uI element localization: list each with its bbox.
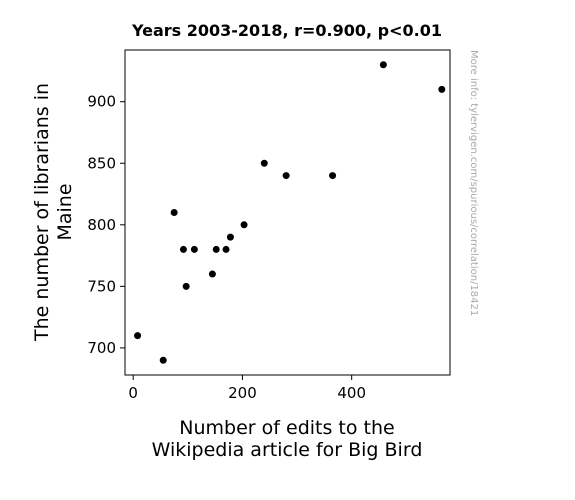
y-tick-label: 800 [87, 216, 116, 234]
y-tick-label: 850 [87, 154, 116, 172]
x-axis-label-line-1: Number of edits to the [179, 417, 394, 439]
y-axis: 700 750 800 850 900 [87, 93, 125, 357]
plot-area-frame [124, 49, 451, 376]
data-point [379, 61, 387, 69]
chart-title: Years 2003-2018, r=0.900, p<0.01 [131, 21, 442, 40]
x-tick-label: 400 [337, 384, 366, 402]
data-point [190, 245, 198, 253]
x-axis-label-line-2: Wikipedia article for Big Bird [152, 439, 423, 461]
data-point [438, 85, 446, 93]
data-point [170, 209, 178, 216]
data-point [212, 245, 220, 253]
data-point [222, 245, 230, 253]
data-point [260, 159, 268, 167]
watermark-text: More info: tylervigen.com/spurious/corre… [468, 50, 479, 316]
data-point [208, 270, 216, 278]
x-axis: 0 200 400 [128, 375, 366, 402]
y-axis-label-line-1: The number of librarians in [31, 83, 53, 342]
y-tick-label: 700 [87, 339, 116, 357]
y-tick-label: 750 [87, 277, 116, 295]
y-axis-label-line-2: Maine [54, 183, 76, 240]
data-point [159, 356, 167, 364]
data-point [226, 233, 234, 241]
data-point [134, 332, 142, 340]
x-tick-label: 200 [228, 384, 257, 402]
x-tick-label: 0 [128, 384, 138, 402]
data-point [182, 282, 190, 290]
data-points [134, 61, 446, 364]
data-point [282, 172, 290, 180]
data-point [329, 172, 337, 180]
data-point [179, 245, 187, 253]
data-point [240, 221, 248, 229]
y-tick-label: 900 [87, 93, 116, 111]
